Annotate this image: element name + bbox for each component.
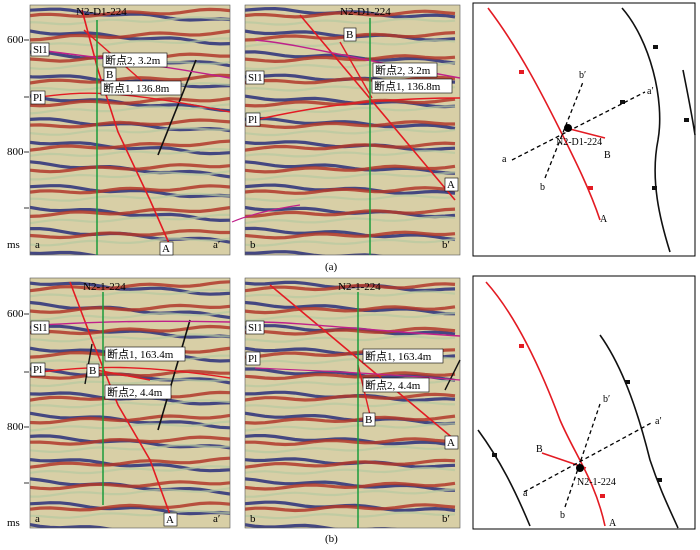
end-label-left: b	[250, 239, 256, 251]
section-line-aa	[511, 91, 646, 161]
horizon-sl1	[254, 321, 461, 337]
breakpoint-1-label: 断点1, 163.4m	[365, 349, 432, 363]
fault-a-line	[81, 9, 173, 251]
line-b-start: b	[540, 182, 545, 193]
fault-a-label: A	[447, 437, 455, 449]
fault-a-trace	[485, 281, 606, 527]
well-label: N2-D1-224	[340, 6, 391, 18]
well-label: N2-1-224	[338, 281, 381, 293]
breakpoint-2-label: 断点2, 4.4m	[365, 378, 421, 392]
well-label: N2-1-224	[83, 281, 126, 293]
fault-a-label: A	[600, 214, 608, 225]
line-b-end: b′	[579, 70, 586, 81]
time-unit-b: ms	[7, 517, 20, 529]
regional-fault-trace	[599, 334, 679, 529]
horizon-pl	[39, 366, 231, 379]
fault-a-line	[299, 14, 456, 201]
horizon-pl-label: Pl	[33, 92, 42, 104]
well-label: N2-1-224	[577, 477, 616, 488]
well-marker	[576, 464, 584, 472]
seismic-section-a-bb: N2-D1-224 Sl1 Pl B 断点2, 3.2m 断点1, 136.8m…	[231, 4, 461, 256]
end-label-left: a	[35, 513, 40, 525]
end-label-left: b	[250, 513, 256, 525]
regional-fault-trace-west	[477, 429, 531, 527]
breakpoint-1-label: 断点1, 163.4m	[107, 347, 174, 361]
breakpoint-1-label: 断点1, 136.8m	[374, 79, 441, 93]
well-label: N2-D1-224	[76, 6, 127, 18]
seismic-section-b-bb: N2-1-224 Sl1 Pl 断点1, 163.4m 断点2, 4.4m B …	[244, 277, 461, 529]
horizon-pl-label: Pl	[33, 364, 42, 376]
fault-b-label: B	[604, 150, 611, 161]
seismic-image	[245, 278, 460, 528]
secondary-fault-line	[157, 59, 197, 156]
caption-b: (b)	[325, 533, 338, 545]
fault-b-label: B	[365, 414, 372, 426]
end-label-right: a′	[213, 513, 220, 525]
fault-map-a: N2-D1-224 A B a a′ b b′	[472, 2, 696, 257]
fault-b-trace	[565, 127, 606, 139]
fault-a-label: A	[162, 243, 170, 255]
end-label-right: b′	[442, 513, 450, 525]
horizon-deep	[231, 204, 301, 223]
time-axis-b: 600 800 ms	[7, 308, 29, 529]
fault-b-label: B	[106, 69, 113, 81]
horizon-pl-label: Pl	[248, 353, 257, 365]
horizon-pl	[254, 97, 461, 121]
fault-a-label: A	[609, 518, 617, 529]
seismic-section-a-aa: N2-D1-224 Sl1 Pl 断点2, 3.2m B 断点1, 136.8m…	[29, 4, 231, 256]
tick-800-a: 800	[7, 146, 24, 158]
seismic-image	[30, 5, 230, 255]
seismic-image	[30, 278, 230, 528]
horizon-sl1-label: Sl1	[33, 322, 48, 334]
caption-a: (a)	[325, 261, 338, 273]
seismic-section-b-aa: N2-1-224 Sl1 Pl B 断点1, 163.4m 断点2, 4.4m …	[29, 277, 231, 529]
fault-b-label: B	[536, 444, 543, 455]
regional-fault-trace	[621, 7, 671, 253]
horizon-sl1	[39, 320, 231, 326]
section-line-bb	[544, 81, 584, 179]
horizon-sl1-label: Sl1	[33, 44, 48, 56]
line-b-end: b′	[603, 394, 610, 405]
section-line-aa	[523, 421, 654, 493]
tick-600-a: 600	[7, 34, 24, 46]
fault-a-line	[69, 281, 173, 521]
horizon-pl	[254, 367, 461, 381]
end-label-right: a′	[213, 239, 220, 251]
tick-600-b: 600	[7, 308, 24, 320]
end-label-right: b′	[442, 239, 450, 251]
fault-map-b: N2-1-224 A B a a′ b b′	[472, 275, 696, 530]
fault-b-line	[95, 369, 151, 381]
time-unit-a: ms	[7, 239, 20, 251]
secondary-fault-line	[444, 359, 461, 391]
time-axis-a: 600 800 ms	[7, 34, 29, 251]
line-b-start: b	[560, 510, 565, 521]
breakpoint-2-label: 断点2, 4.4m	[107, 385, 163, 399]
well-label: N2-D1-224	[556, 137, 602, 148]
regional-fault-trace-east	[682, 69, 696, 136]
secondary-fault-line	[157, 319, 191, 431]
well-marker	[564, 124, 572, 132]
line-a-end: a′	[647, 86, 654, 97]
line-a-start: a	[502, 154, 507, 165]
line-a-end: a′	[655, 416, 662, 427]
breakpoint-2-label: 断点2, 3.2m	[375, 63, 431, 77]
fault-a-label: A	[447, 179, 455, 191]
horizon-sl1-label: Sl1	[248, 322, 263, 334]
horizon-pl-label: Pl	[248, 114, 257, 126]
horizon-sl1-label: Sl1	[248, 72, 263, 84]
fault-a-line	[269, 284, 456, 441]
tick-800-b: 800	[7, 421, 24, 433]
line-a-start: a	[523, 488, 528, 499]
fault-a-label: A	[166, 514, 174, 526]
breakpoint-1-label: 断点1, 136.8m	[103, 81, 170, 95]
fault-b-line	[339, 41, 373, 99]
fault-b-label: B	[346, 29, 353, 41]
fault-b-label: B	[89, 365, 96, 377]
breakpoint-2-label: 断点2, 3.2m	[105, 53, 161, 67]
end-label-left: a	[35, 239, 40, 251]
